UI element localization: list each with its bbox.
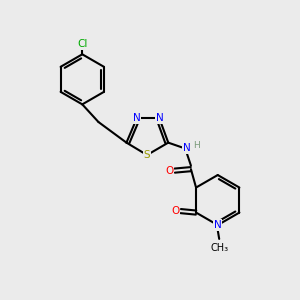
- Text: N: N: [214, 220, 222, 230]
- Text: N: N: [183, 143, 190, 153]
- Text: O: O: [171, 206, 180, 216]
- Text: S: S: [144, 150, 150, 160]
- Text: N: N: [133, 113, 141, 124]
- Text: O: O: [165, 166, 174, 176]
- Text: N: N: [155, 113, 163, 124]
- Text: Cl: Cl: [77, 39, 88, 49]
- Text: CH₃: CH₃: [210, 243, 228, 253]
- Text: H: H: [194, 141, 200, 150]
